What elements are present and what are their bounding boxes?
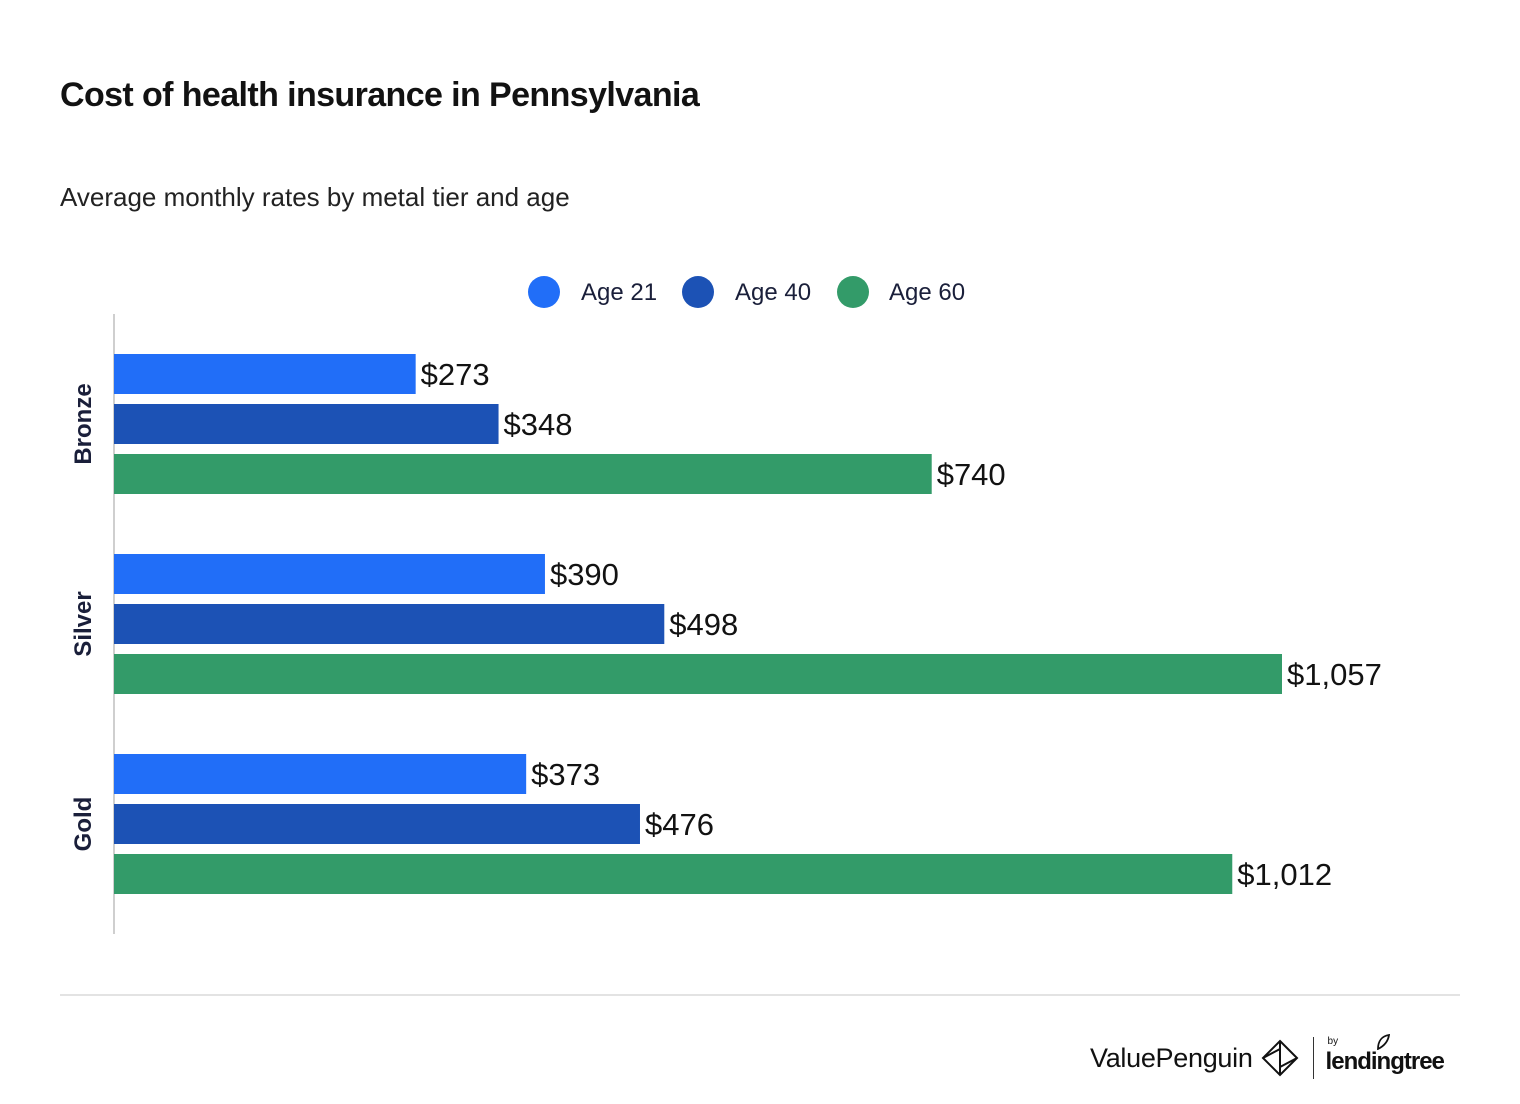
bar-chart: Age 21 Age 40 Age 60 Bronze $273 $348 $740 Silv… bbox=[70, 276, 1382, 934]
legend-swatch-2 bbox=[682, 276, 714, 308]
bar-gold-3 bbox=[114, 854, 1233, 894]
category-label-bronze: Bronze bbox=[70, 383, 97, 464]
bar-bronze-1 bbox=[114, 354, 416, 394]
data-label-bronze-2: $348 bbox=[504, 407, 573, 442]
bar-gold-1 bbox=[114, 754, 527, 794]
category-label-silver: Silver bbox=[70, 591, 97, 656]
legend-label-1: Age 21 bbox=[581, 279, 657, 306]
valuepenguin-wordmark: ValuePenguin bbox=[1090, 1042, 1253, 1073]
lendingtree-logo: by lendingtree bbox=[1326, 1034, 1450, 1082]
data-label-gold-1: $373 bbox=[531, 757, 600, 792]
brand-separator bbox=[1312, 1037, 1314, 1079]
bar-gold-2 bbox=[114, 804, 640, 844]
chart-title: Cost of health insurance in Pennsylvania bbox=[60, 76, 700, 114]
bar-silver-1 bbox=[114, 554, 545, 594]
data-label-silver-3: $1,057 bbox=[1287, 657, 1382, 692]
by-label: by bbox=[1327, 1036, 1339, 1047]
bar-silver-3 bbox=[114, 654, 1282, 694]
lendingtree-leaf-icon bbox=[1376, 1034, 1390, 1050]
data-label-gold-3: $1,012 bbox=[1237, 857, 1332, 892]
footer-divider bbox=[60, 994, 1460, 996]
legend-swatch-3 bbox=[837, 276, 869, 308]
footer-branding: ValuePenguin by lendingtree bbox=[1090, 1034, 1450, 1082]
data-label-silver-1: $390 bbox=[550, 557, 619, 592]
legend-label-2: Age 40 bbox=[735, 279, 811, 306]
data-label-bronze-1: $273 bbox=[421, 357, 490, 392]
valuepenguin-logo-icon bbox=[1261, 1039, 1298, 1077]
data-label-gold-2: $476 bbox=[645, 807, 714, 842]
data-label-bronze-3: $740 bbox=[937, 457, 1006, 492]
bar-silver-2 bbox=[114, 604, 665, 644]
legend-label-3: Age 60 bbox=[889, 279, 965, 306]
bar-bronze-3 bbox=[114, 454, 932, 494]
lendingtree-wordmark: lendingtree bbox=[1325, 1048, 1445, 1075]
chart-subtitle: Average monthly rates by metal tier and … bbox=[60, 182, 570, 212]
data-label-silver-2: $498 bbox=[669, 607, 738, 642]
legend-swatch-1 bbox=[528, 276, 560, 308]
bar-bronze-2 bbox=[114, 404, 499, 444]
category-label-gold: Gold bbox=[70, 797, 97, 852]
